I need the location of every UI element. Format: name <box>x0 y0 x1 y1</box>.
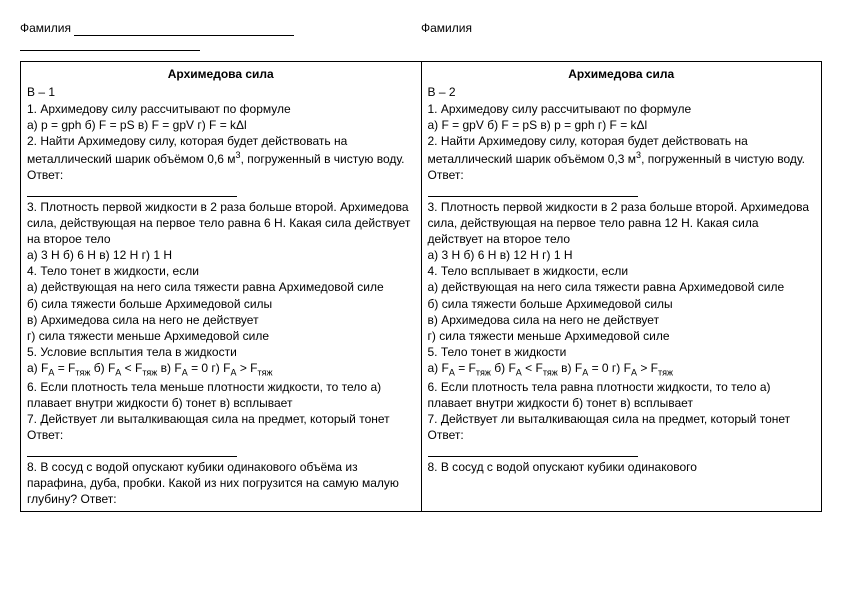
q4b-2: б) сила тяжести больше Архимедовой силы <box>428 296 816 312</box>
q3-opts-2: а) 3 Н б) 6 Н в) 12 Н г) 1 Н <box>428 247 816 263</box>
title-2: Архимедова сила <box>428 66 816 82</box>
q4b-1: б) сила тяжести больше Архимедовой силы <box>27 296 415 312</box>
q5d-2: < F <box>522 361 543 375</box>
q4d-2: г) сила тяжести меньше Архимедовой силе <box>428 328 816 344</box>
header-right: Фамилия <box>421 20 822 51</box>
q5f-1: = 0 г) F <box>188 361 231 375</box>
q5c-2: б) F <box>491 361 516 375</box>
q5e-1: в) F <box>157 361 181 375</box>
q6-2: 6. Если плотность тела равна плотности ж… <box>428 379 816 411</box>
q1-opts-2: а) F = gpV б) F = pS в) p = gph г) F = k… <box>428 117 816 133</box>
q8-1: 8. В сосуд с водой опускают кубики одина… <box>27 459 415 508</box>
surname-label-right: Фамилия <box>421 20 472 36</box>
q5g-1: > F <box>236 361 257 375</box>
q2-answer-line-1 <box>27 186 237 197</box>
q2-answer-line-2 <box>428 186 638 197</box>
surname-line-left-2 <box>20 38 200 51</box>
q5d-1: < F <box>121 361 142 375</box>
q4c-2: в) Архимедова сила на него не действует <box>428 312 816 328</box>
q8-2: 8. В сосуд с водой опускают кубики одина… <box>428 459 816 475</box>
worksheet-table: Архимедова сила В – 1 1. Архимедову силу… <box>20 61 822 512</box>
q1-2: 1. Архимедову силу рассчитывают по форму… <box>428 101 816 117</box>
q4d-1: г) сила тяжести меньше Архимедовой силе <box>27 328 415 344</box>
title-1: Архимедова сила <box>27 66 415 82</box>
q5-2: 5. Тело тонет в жидкости <box>428 344 816 360</box>
q3-1: 3. Плотность первой жидкости в 2 раза бо… <box>27 199 415 248</box>
q5g-2: > F <box>637 361 658 375</box>
q3-opts-1: а) 3 Н б) 6 Н в) 12 Н г) 1 Н <box>27 247 415 263</box>
surname-label-left: Фамилия <box>20 20 71 36</box>
q5f-2: = 0 г) F <box>588 361 631 375</box>
q7-answer-line-2 <box>428 446 638 457</box>
q5c-1: б) F <box>90 361 115 375</box>
q7-answer-line-1 <box>27 446 237 457</box>
q4c-1: в) Архимедова сила на него не действует <box>27 312 415 328</box>
q7-1: 7. Действует ли выталкивающая сила на пр… <box>27 411 415 443</box>
q4a-2: а) действующая на него сила тяжести равн… <box>428 279 816 295</box>
q5b-1: = F <box>54 361 75 375</box>
q5a-1: а) F <box>27 361 48 375</box>
header: Фамилия Фамилия <box>20 20 822 51</box>
q5b-2: = F <box>455 361 476 375</box>
q5-1: 5. Условие всплытия тела в жидкости <box>27 344 415 360</box>
q2-1: 2. Найти Архимедову силу, которая будет … <box>27 133 415 184</box>
q6-1: 6. Если плотность тела меньше плотности … <box>27 379 415 411</box>
q4-2: 4. Тело всплывает в жидкости, если <box>428 263 816 279</box>
surname-line-left <box>74 23 294 36</box>
q1-1: 1. Архимедову силу рассчитывают по форму… <box>27 101 415 117</box>
q5-opts-1: а) FА = Fтяж б) FА < Fтяж в) FА = 0 г) F… <box>27 360 415 379</box>
variant-1: В – 1 <box>27 84 415 100</box>
q5-opts-2: а) FА = Fтяж б) FА < Fтяж в) FА = 0 г) F… <box>428 360 816 379</box>
q4-1: 4. Тело тонет в жидкости, если <box>27 263 415 279</box>
q5e-2: в) F <box>558 361 582 375</box>
q3-2: 3. Плотность первой жидкости в 2 раза бо… <box>428 199 816 248</box>
q1-opts-1: а) p = gph б) F = pS в) F = gpV г) F = k… <box>27 117 415 133</box>
variant-2-cell: Архимедова сила В – 2 1. Архимедову силу… <box>421 62 822 512</box>
q7-2: 7. Действует ли выталкивающая сила на пр… <box>428 411 816 443</box>
q4a-1: а) действующая на него сила тяжести равн… <box>27 279 415 295</box>
q2-2: 2. Найти Архимедову силу, которая будет … <box>428 133 816 184</box>
variant-2: В – 2 <box>428 84 816 100</box>
q5a-2: а) F <box>428 361 449 375</box>
header-left: Фамилия <box>20 20 421 51</box>
variant-1-cell: Архимедова сила В – 1 1. Архимедову силу… <box>21 62 422 512</box>
